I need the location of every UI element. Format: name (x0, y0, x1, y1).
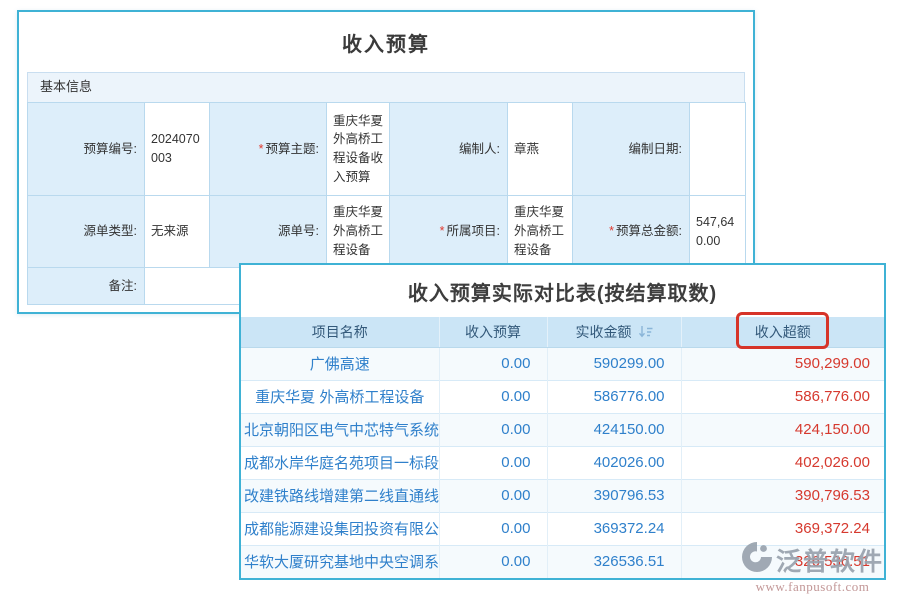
project-name-link[interactable]: 广佛高速 (241, 346, 439, 380)
income-budget-cell: 0.00 (438, 511, 547, 545)
income-excess-cell: 586,776.00 (680, 379, 884, 413)
vendor-logo-icon (741, 541, 773, 578)
subject-label-text: 预算主题: (265, 141, 319, 156)
total-amount-label: * 预算总金额: (572, 195, 690, 268)
preparer-label-text: 编制人: (459, 141, 500, 156)
preparer-label: 编制人: (389, 102, 508, 196)
basic-info-section-header: 基本信息 (27, 72, 745, 102)
sort-descending-icon[interactable] (638, 325, 653, 342)
table-row: 成都水岸华庭名苑项目一标段 0.00 402026.00 402,026.00 (241, 445, 884, 479)
project-name-link[interactable]: 成都能源建设集团投资有限公司 (241, 511, 439, 545)
actual-amount-cell: 390796.53 (546, 478, 681, 512)
vendor-brand-text: 泛普软件 (776, 547, 885, 576)
budget-no-label-text: 预算编号: (83, 141, 137, 156)
income-budget-form-panel: 收入预算 基本信息 预算编号: 2024070003 * 预算主题: 重庆华夏外高… (17, 10, 755, 314)
header-actual-amount-text: 实收金额 (575, 323, 632, 340)
table-row: 重庆华夏 外高桥工程设备 0.00 586776.00 586,776.00 (241, 379, 884, 413)
income-budget-cell: 0.00 (438, 445, 547, 479)
actual-amount-cell: 402026.00 (546, 445, 681, 479)
total-amount-label-text: 预算总金额: (616, 224, 682, 239)
source-no-label: 源单号: (209, 195, 327, 268)
table-row: 华软大厦研究基地中央空调系统 0.00 326536.51 326,536.51 (241, 544, 884, 578)
income-excess-cell: 326,536.51 (680, 544, 884, 578)
table-row: 北京朝阳区电气中芯特气系统 0.00 424150.00 424,150.00 (241, 412, 884, 446)
table-header-row: 项目名称 收入预算 实收金额 收入超额 (241, 317, 884, 348)
income-excess-cell: 590,299.00 (680, 346, 884, 380)
actual-amount-cell: 590299.00 (546, 346, 681, 380)
form-title: 收入预算 (342, 33, 430, 56)
actual-amount-cell: 586776.00 (546, 379, 681, 413)
budget-no-label: 预算编号: (27, 102, 145, 196)
income-budget-cell: 0.00 (438, 478, 547, 512)
remarks-label: 备注: (27, 267, 145, 305)
required-asterisk: * (439, 224, 445, 239)
income-excess-cell: 390,796.53 (680, 478, 884, 512)
project-name-link[interactable]: 北京朝阳区电气中芯特气系统 (241, 412, 439, 446)
table-row: 广佛高速 0.00 590299.00 590,299.00 (241, 346, 884, 380)
comparison-table: 项目名称 收入预算 实收金额 收入超额 广佛高速 0.00 590299.00 … (241, 317, 884, 578)
comparison-table-title: 收入预算实际对比表(按结算取数) (407, 282, 718, 305)
income-budget-cell: 0.00 (438, 379, 547, 413)
total-amount-value: 547,640.00 (689, 195, 746, 268)
header-income-excess: 收入超额 (680, 317, 884, 348)
prepare-date-label-text: 编制日期: (628, 141, 682, 156)
vendor-watermark: 泛普软件 www.fanpusoft.com (741, 541, 884, 595)
actual-amount-cell: 369372.24 (546, 511, 681, 545)
prepare-date-value (689, 102, 746, 196)
income-budget-cell: 0.00 (438, 412, 547, 446)
project-label: * 所属项目: (389, 195, 508, 268)
source-type-value: 无来源 (144, 195, 210, 268)
income-excess-cell: 402,026.00 (680, 445, 884, 479)
project-value: 重庆华夏外高桥工程设备 (507, 195, 573, 268)
required-asterisk: * (258, 141, 264, 156)
project-name-link[interactable]: 改建铁路线增建第二线直通线 (241, 478, 439, 512)
source-type-label: 源单类型: (27, 195, 145, 268)
project-name-link[interactable]: 重庆华夏 外高桥工程设备 (241, 379, 439, 413)
actual-amount-cell: 326536.51 (546, 544, 681, 578)
table-row: 改建铁路线增建第二线直通线 0.00 390796.53 390,796.53 (241, 478, 884, 512)
table-row: 成都能源建设集团投资有限公司 0.00 369372.24 369,372.24 (241, 511, 884, 545)
project-name-link[interactable]: 华软大厦研究基地中央空调系统 (241, 544, 439, 578)
subject-label: * 预算主题: (209, 102, 327, 196)
source-no-value: 重庆华夏外高桥工程设备 (326, 195, 390, 268)
project-label-text: 所属项目: (446, 224, 500, 239)
actual-amount-cell: 424150.00 (546, 412, 681, 446)
income-budget-cell: 0.00 (438, 544, 547, 578)
required-asterisk: * (609, 224, 615, 239)
basic-info-grid: 预算编号: 2024070003 * 预算主题: 重庆华夏外高桥工程设备收入预算 … (27, 102, 746, 305)
comparison-table-panel: 收入预算实际对比表(按结算取数) 项目名称 收入预算 实收金额 收入超额 广佛高… (239, 263, 886, 580)
prepare-date-label: 编制日期: (572, 102, 690, 196)
header-project-name: 项目名称 (241, 317, 439, 348)
project-name-link[interactable]: 成都水岸华庭名苑项目一标段 (241, 445, 439, 479)
source-type-label-text: 源单类型: (83, 224, 137, 239)
source-no-label-text: 源单号: (278, 224, 319, 239)
header-actual-amount[interactable]: 实收金额 (546, 317, 681, 348)
income-excess-cell: 424,150.00 (680, 412, 884, 446)
remarks-label-text: 备注: (108, 278, 137, 293)
vendor-url-text: www.fanpusoft.com (755, 579, 870, 594)
income-budget-cell: 0.00 (438, 346, 547, 380)
income-excess-cell: 369,372.24 (680, 511, 884, 545)
subject-value: 重庆华夏外高桥工程设备收入预算 (326, 102, 390, 196)
preparer-value: 章燕 (507, 102, 573, 196)
budget-no-value: 2024070003 (144, 102, 210, 196)
header-income-budget: 收入预算 (438, 317, 547, 348)
